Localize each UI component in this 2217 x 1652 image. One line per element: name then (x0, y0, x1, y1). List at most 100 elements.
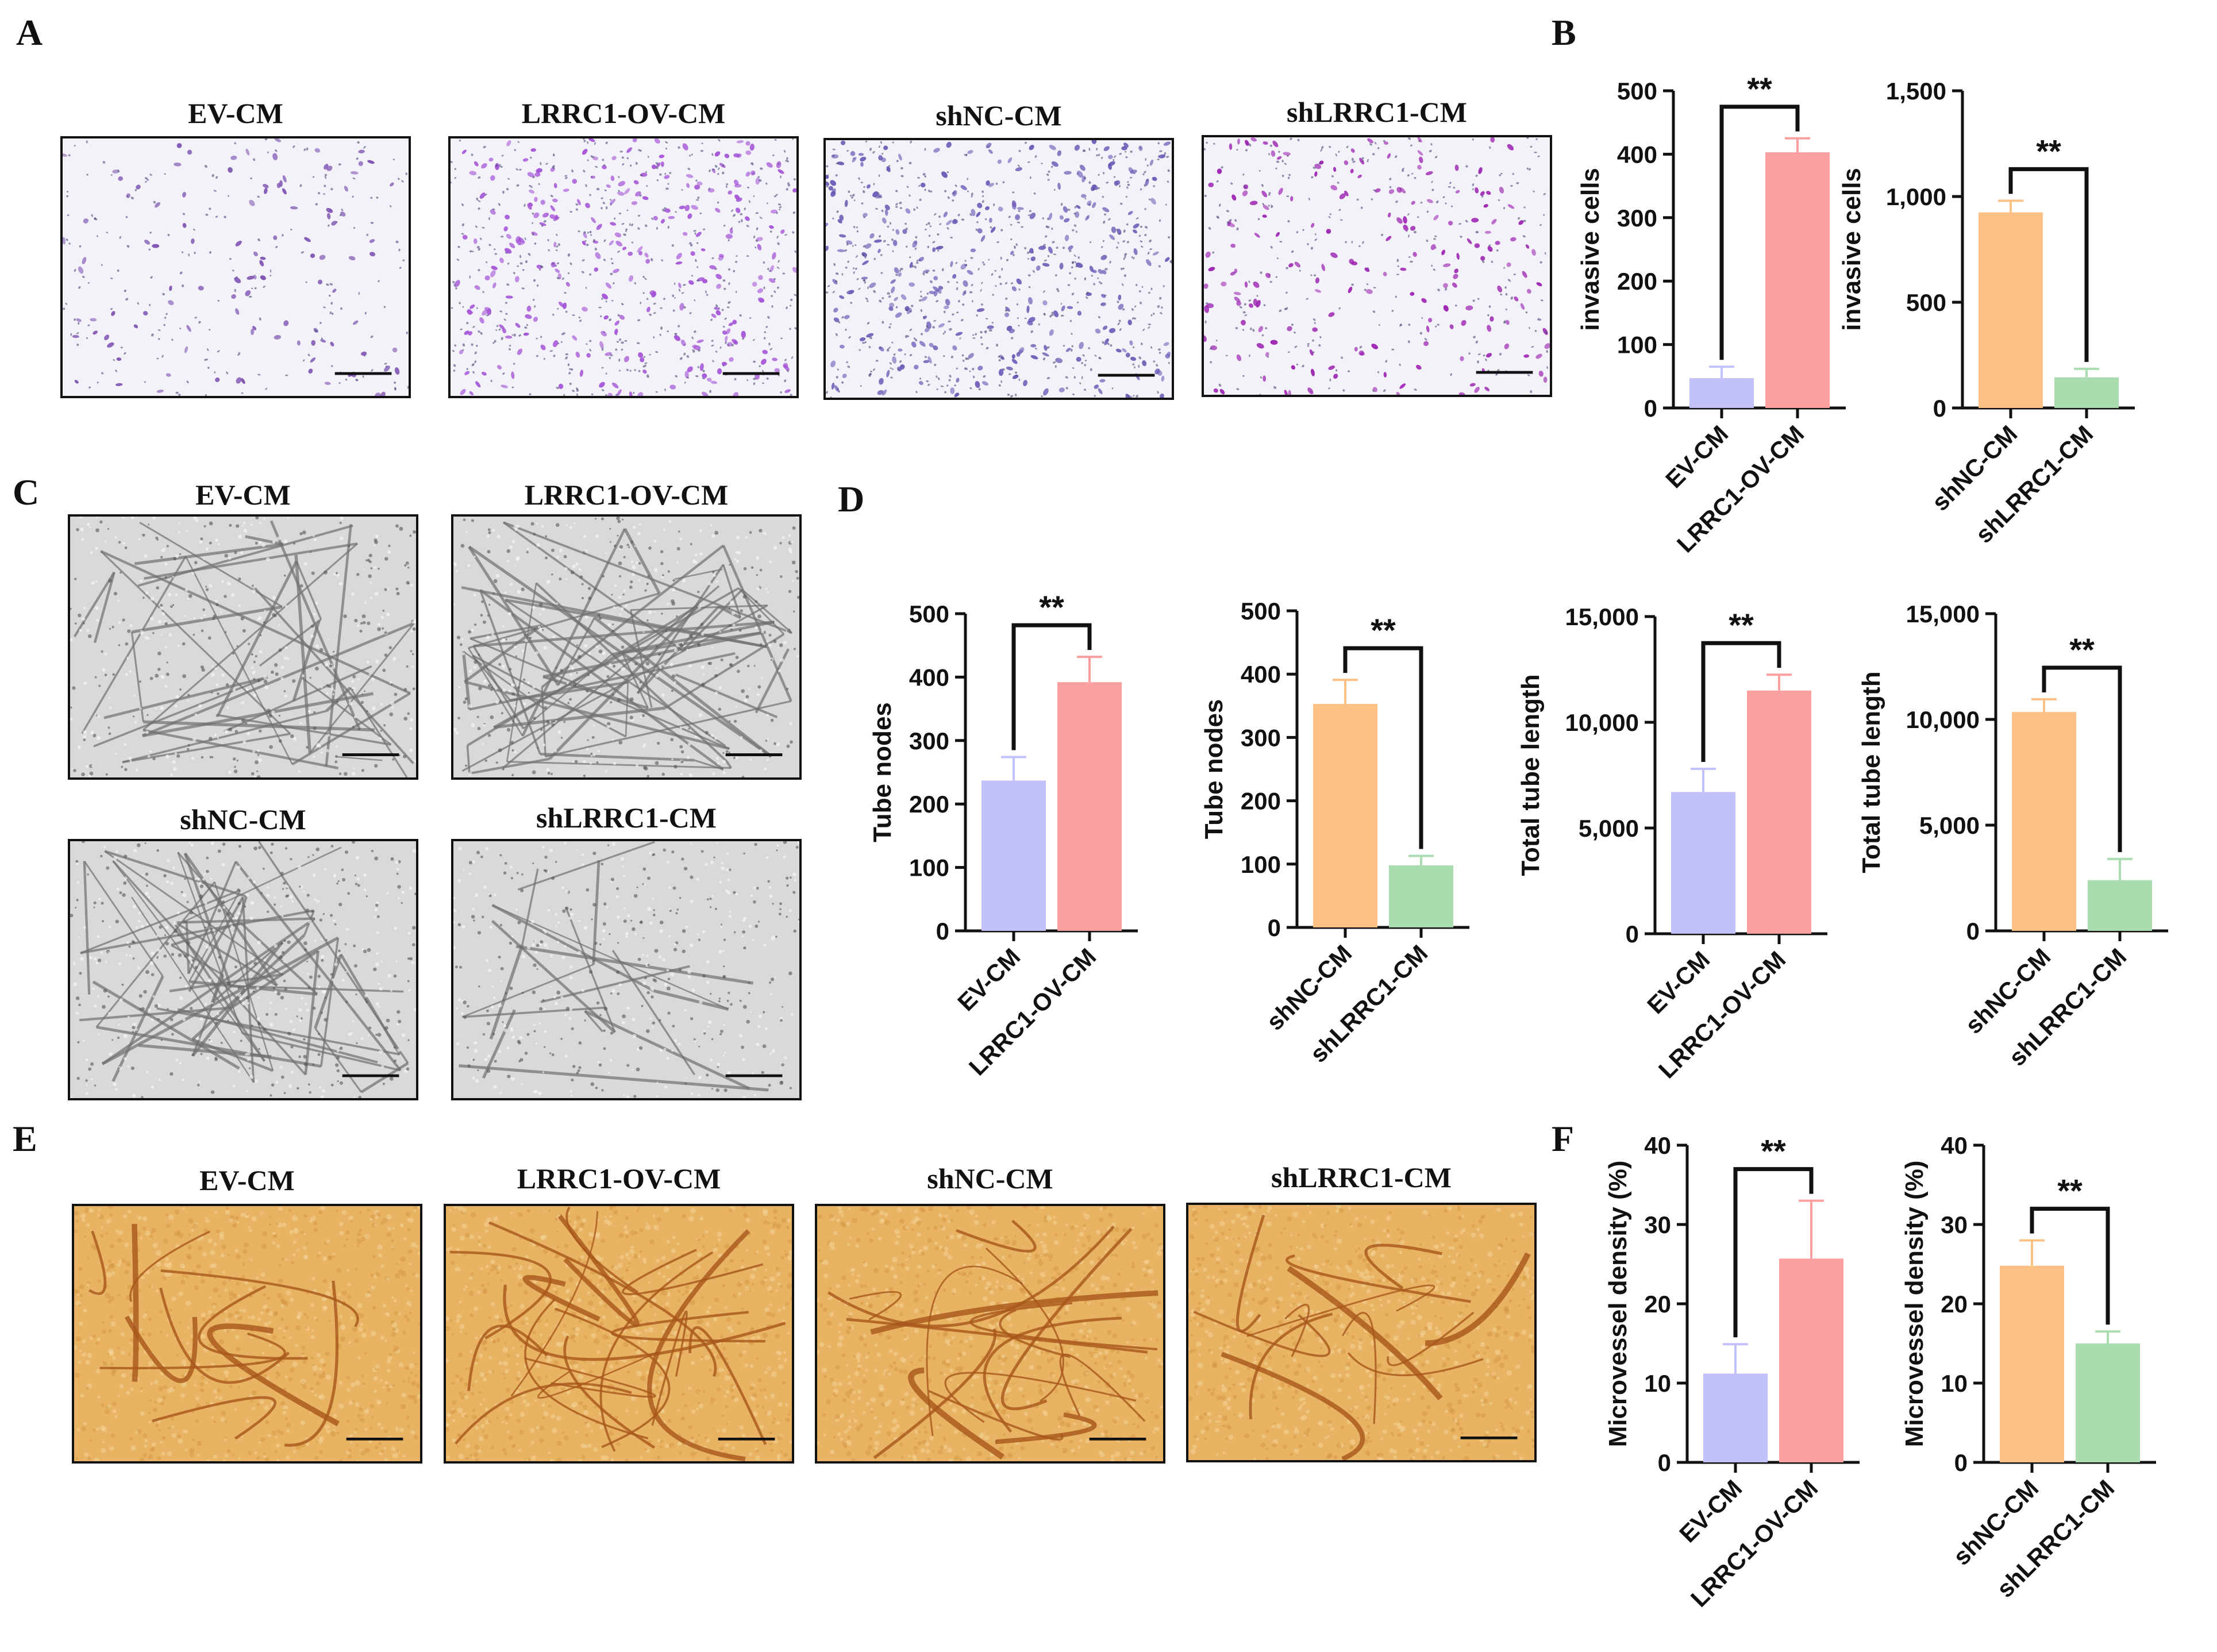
micrograph-texture (826, 140, 1172, 398)
y-axis-label: invasive cells (1838, 168, 1866, 331)
micrograph-texture (453, 517, 799, 777)
image-title-a-ev-cm: EV-CM (60, 97, 411, 130)
y-tick-label: 500 (1617, 78, 1657, 105)
significance-label: ** (1729, 607, 1754, 643)
micrograph-texture (817, 1206, 1163, 1461)
y-tick-label: 500 (909, 600, 949, 627)
y-tick-label: 0 (1966, 918, 1980, 945)
y-tick-label: 15,000 (1565, 603, 1639, 630)
bar-shlrrc1-cm (2088, 880, 2152, 931)
bar-ev-cm (1671, 792, 1735, 934)
y-axis-label: Microvessel density (%) (1604, 1161, 1632, 1447)
y-tick-label: 100 (1241, 851, 1281, 878)
x-category-label: EV-CM (1642, 946, 1715, 1019)
bar-shnc-cm (2000, 1266, 2064, 1462)
image-title-a-shlrrc1-cm: shLRRC1-CM (1202, 95, 1552, 129)
image-title-a-shnc-cm: shNC-CM (823, 99, 1174, 132)
micrograph-texture (446, 1206, 792, 1461)
bar-lrrc1-ov-cm (1779, 1258, 1843, 1462)
x-category-label: LRRC1-OV-CM (1653, 946, 1791, 1083)
panel-letter-e: E (13, 1118, 37, 1160)
transwell-image-lrrc1-ov-cm (448, 136, 799, 398)
x-category-label: EV-CM (1674, 1474, 1747, 1547)
y-tick-label: 5,000 (1579, 815, 1639, 842)
micrograph-texture (70, 517, 416, 777)
bar-ev-cm (1703, 1373, 1768, 1462)
bar-shlrrc1-cm (2076, 1343, 2140, 1462)
y-tick-label: 300 (909, 727, 949, 754)
y-tick-label: 0 (1933, 395, 1946, 422)
micrograph-texture (70, 841, 416, 1098)
significance-label: ** (1371, 612, 1396, 648)
panel-letter-c: C (13, 471, 39, 514)
y-axis-label: Tube nodes (1200, 699, 1228, 840)
x-category-label: LRRC1-OV-CM (964, 943, 1101, 1080)
transwell-image-ev-cm (60, 136, 411, 398)
y-tick-label: 15,000 (1906, 600, 1980, 627)
y-tick-label: 400 (1241, 661, 1281, 688)
bar-shlrrc1-cm (2054, 378, 2119, 408)
y-axis-label: Total tube length (1857, 671, 1885, 873)
y-tick-label: 500 (1241, 598, 1281, 625)
bar-shnc-cm (1313, 704, 1377, 927)
cam-image-lrrc1-ov-cm (444, 1204, 794, 1464)
y-tick-label: 10 (1644, 1370, 1671, 1397)
micrograph-texture (74, 1206, 420, 1461)
significance-label: ** (2036, 133, 2061, 169)
y-tick-label: 10 (1941, 1370, 1968, 1397)
bar-shnc-cm (1979, 213, 2043, 408)
image-title-a-lrrc1-ov-cm: LRRC1-OV-CM (448, 97, 799, 130)
significance-label: ** (1747, 71, 1772, 107)
tube-image-shnc-cm (68, 839, 418, 1100)
y-tick-label: 40 (1941, 1132, 1968, 1159)
bar-lrrc1-ov-cm (1747, 691, 1811, 934)
y-tick-label: 100 (1617, 332, 1657, 359)
image-title-e-lrrc1-ov-cm: LRRC1-OV-CM (444, 1162, 794, 1195)
y-tick-label: 1,500 (1886, 78, 1946, 105)
y-tick-label: 0 (1954, 1449, 1968, 1476)
significance-label: ** (2057, 1173, 2083, 1209)
y-axis-label: Tube nodes (868, 702, 896, 842)
image-title-c-shnc-cm: shNC-CM (68, 803, 418, 836)
tube-image-ev-cm (68, 514, 418, 780)
micrograph-texture (63, 138, 409, 396)
x-category-label: LRRC1-OV-CM (1672, 420, 1809, 557)
bar-shnc-cm (2012, 712, 2076, 931)
y-tick-label: 100 (909, 854, 949, 881)
y-tick-label: 20 (1941, 1291, 1968, 1318)
y-tick-label: 0 (1626, 921, 1639, 948)
y-tick-label: 10,000 (1565, 709, 1639, 736)
cam-image-shlrrc1-cm (1186, 1203, 1537, 1462)
image-title-c-lrrc1-ov-cm: LRRC1-OV-CM (451, 478, 802, 511)
bar-lrrc1-ov-cm (1057, 682, 1122, 931)
image-title-e-shnc-cm: shNC-CM (815, 1162, 1165, 1195)
bar-shlrrc1-cm (1389, 865, 1453, 927)
y-axis-label: Total tube length (1517, 674, 1545, 876)
x-category-label: EV-CM (952, 943, 1025, 1016)
bar-ev-cm (982, 780, 1046, 931)
y-tick-label: 500 (1906, 289, 1946, 316)
y-tick-label: 30 (1941, 1211, 1968, 1238)
bar-ev-cm (1689, 378, 1754, 408)
y-tick-label: 200 (1617, 268, 1657, 295)
image-title-c-ev-cm: EV-CM (68, 478, 418, 511)
tube-image-lrrc1-ov-cm (451, 514, 802, 780)
y-tick-label: 400 (1617, 141, 1657, 168)
y-tick-label: 0 (1658, 1449, 1671, 1476)
micrograph-texture (1204, 137, 1550, 395)
significance-label: ** (1039, 589, 1064, 625)
image-title-c-shlrrc1-cm: shLRRC1-CM (451, 801, 802, 834)
panel-letter-a: A (16, 11, 43, 54)
image-title-e-ev-cm: EV-CM (72, 1164, 422, 1197)
y-tick-label: 5,000 (1919, 812, 1980, 839)
micrograph-texture (453, 841, 799, 1098)
bar-lrrc1-ov-cm (1765, 152, 1830, 408)
y-tick-label: 400 (909, 664, 949, 691)
